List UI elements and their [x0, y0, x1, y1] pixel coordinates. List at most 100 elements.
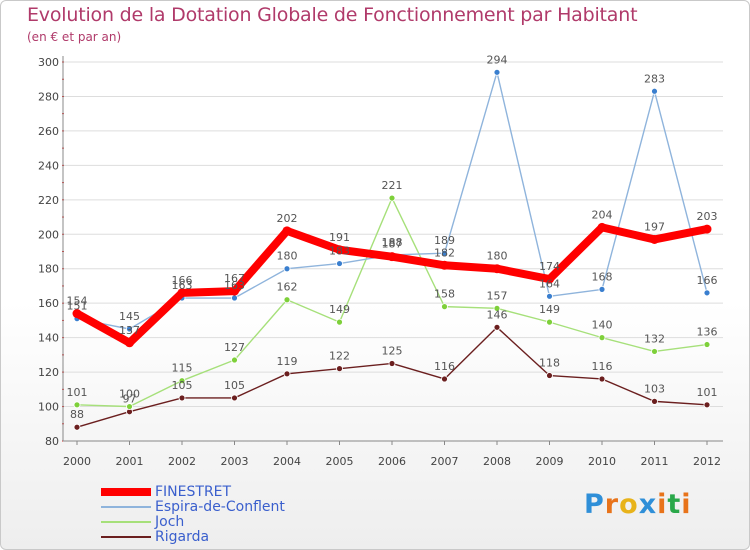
legend-label: FINESTRET: [155, 484, 232, 500]
data-label: 158: [434, 288, 455, 301]
data-label: 191: [329, 231, 350, 244]
legend-label: Rigarda: [155, 529, 210, 545]
data-label: 97: [123, 393, 137, 406]
data-point-joch: [703, 341, 711, 348]
data-label: 174: [539, 260, 560, 273]
y-tick-label: 120: [38, 366, 59, 379]
logo-letter: t: [667, 489, 682, 520]
data-label: 167: [224, 272, 245, 285]
data-point-rigarda: [283, 370, 291, 378]
y-tick-label: 100: [38, 401, 59, 414]
data-point-joch: [651, 348, 658, 355]
y-tick-label: 80: [45, 435, 59, 448]
data-point-rigarda: [231, 394, 238, 402]
legend-label: Joch: [155, 514, 185, 530]
data-point-joch: [73, 401, 81, 409]
data-label: 180: [487, 250, 508, 263]
y-tick-label: 140: [38, 332, 59, 345]
data-point-finestret: [650, 234, 659, 244]
data-label: 119: [277, 355, 298, 368]
data-label: 294: [487, 53, 508, 66]
data-label: 122: [329, 350, 350, 363]
data-label: 180: [277, 250, 298, 263]
data-label: 105: [172, 379, 193, 392]
data-point-espira-de-conflent: [651, 87, 658, 95]
data-label: 115: [172, 362, 193, 375]
data-label: 188: [382, 236, 403, 249]
x-tick-label: 2008: [483, 455, 511, 468]
x-tick-label: 2000: [63, 455, 91, 468]
data-label: 154: [67, 295, 88, 308]
data-label: 166: [697, 274, 718, 287]
data-point-finestret: [335, 245, 344, 255]
data-label: 166: [172, 274, 193, 287]
y-tick-label: 160: [38, 297, 59, 310]
data-point-finestret: [230, 286, 239, 296]
y-tick-label: 220: [38, 194, 59, 207]
data-point-finestret: [440, 260, 449, 270]
x-tick-label: 2010: [588, 455, 616, 468]
proxiti-logo: Proxiti: [584, 489, 692, 520]
data-point-rigarda: [178, 394, 186, 402]
data-point-rigarda: [598, 375, 606, 383]
data-label: 105: [224, 379, 245, 392]
legend-swatch: [101, 506, 151, 508]
data-label: 146: [487, 308, 508, 321]
logo-letter: x: [638, 489, 658, 520]
data-label: 283: [644, 72, 665, 85]
data-point-espira-de-conflent: [441, 249, 448, 257]
data-point-rigarda: [703, 401, 711, 409]
data-point-finestret: [282, 226, 292, 236]
data-point-finestret: [72, 309, 82, 319]
data-point-joch: [441, 303, 448, 311]
chart-title: Evolution de la Dotation Globale de Fonc…: [27, 4, 638, 26]
data-label: 168: [592, 270, 613, 283]
data-point-espira-de-conflent: [126, 325, 133, 333]
series-line-rigarda: [76, 326, 708, 428]
data-point-rigarda: [388, 360, 396, 367]
logo-letter: P: [584, 489, 605, 520]
data-label: 149: [329, 303, 350, 316]
data-label: 187: [382, 238, 403, 251]
x-tick-label: 2011: [641, 455, 669, 468]
y-tick-label: 280: [38, 90, 59, 103]
x-tick-label: 2006: [378, 455, 406, 468]
data-point-joch: [598, 334, 606, 342]
legend-swatch: [101, 488, 151, 496]
data-label: 189: [434, 234, 455, 247]
data-point-espira-de-conflent: [703, 289, 711, 297]
data-point-joch: [493, 304, 501, 312]
x-tick-label: 2005: [326, 455, 354, 468]
data-point-joch: [546, 318, 553, 326]
data-label: 163: [172, 279, 193, 292]
data-label: 88: [70, 408, 84, 421]
data-label: 164: [539, 277, 560, 290]
x-tick-label: 2012: [693, 455, 721, 468]
data-label: 183: [329, 245, 350, 258]
y-tick-label: 200: [38, 228, 59, 241]
y-tick-label: 260: [38, 125, 59, 138]
data-label: 101: [67, 386, 88, 399]
data-label: 221: [382, 179, 403, 192]
data-point-finestret: [702, 224, 712, 234]
logo-letter: i: [681, 489, 692, 520]
data-point-espira-de-conflent: [283, 265, 291, 273]
data-label: 136: [697, 326, 718, 339]
logo-letter: i: [657, 489, 668, 520]
data-point-joch: [388, 194, 396, 202]
data-point-rigarda: [441, 375, 448, 383]
data-label: 162: [277, 281, 298, 294]
data-label: 204: [592, 208, 613, 221]
data-point-rigarda: [336, 365, 343, 373]
data-label: 149: [539, 303, 560, 316]
legend-swatch: [101, 536, 151, 538]
data-label: 140: [592, 319, 613, 332]
data-point-rigarda: [546, 372, 553, 379]
data-point-joch: [126, 403, 133, 410]
logo-letter: o: [619, 489, 639, 520]
x-tick-label: 2007: [431, 455, 459, 468]
data-label: 103: [644, 382, 665, 395]
data-point-finestret: [597, 222, 607, 232]
